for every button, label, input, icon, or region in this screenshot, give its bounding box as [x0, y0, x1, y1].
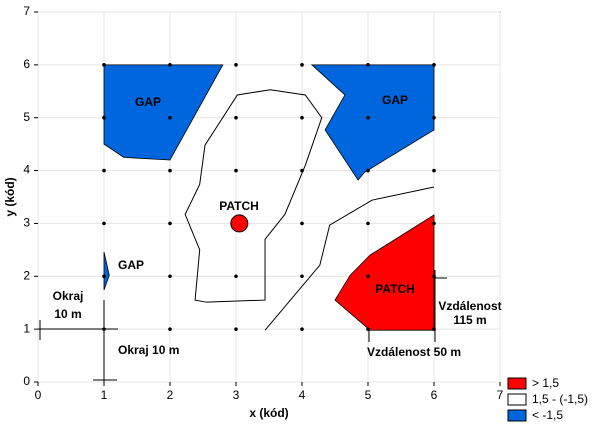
grid-point: [366, 327, 370, 331]
grid-point: [168, 221, 172, 226]
grid-point: [234, 327, 238, 331]
annotation: Vzdálenost: [438, 299, 501, 313]
x-tick-label: 3: [233, 388, 240, 402]
grid-point: [432, 115, 436, 120]
grid-point: [366, 221, 370, 226]
legend-label: < -1,5: [532, 408, 563, 422]
contour-line: [184, 89, 323, 303]
y-tick-label: 7: [23, 4, 30, 18]
grid-point: [102, 327, 106, 331]
annotation: GAP: [118, 258, 144, 272]
grid-point: [102, 168, 106, 173]
grid-point: [432, 327, 436, 331]
x-axis-label: x (kód): [249, 406, 288, 420]
grid-point: [366, 274, 370, 279]
grid-point: [102, 115, 106, 120]
x-tick-label: 4: [299, 388, 306, 402]
grid-point: [234, 63, 238, 67]
y-tick-label: 2: [23, 268, 30, 282]
contour-region: [310, 64, 435, 181]
annotation: PATCH: [219, 199, 259, 213]
grid-point: [102, 63, 106, 67]
annotation: 115 m: [453, 313, 486, 327]
contour-region: [103, 251, 110, 291]
grid-point: [234, 115, 238, 120]
y-tick-label: 1: [23, 321, 30, 335]
x-tick-label: 1: [101, 388, 108, 402]
grid-point: [300, 115, 304, 120]
legend-swatch: [507, 377, 527, 390]
grid-point: [168, 327, 172, 331]
x-tick-label: 2: [167, 388, 174, 402]
grid-point: [168, 274, 172, 279]
contour-region: [334, 214, 435, 331]
grid-point: [168, 63, 172, 67]
y-axis-label: y (kód): [3, 177, 17, 216]
legend-swatch: [507, 393, 527, 406]
grid-point: [300, 327, 304, 331]
x-tick-label: 5: [365, 388, 372, 402]
patch-marker: [230, 214, 249, 233]
annotation: 10 m: [54, 307, 81, 321]
grid-point: [432, 168, 436, 173]
grid-point: [366, 115, 370, 120]
grid-point: [234, 274, 238, 279]
grid-point: [366, 168, 370, 173]
annotation: Okraj 10 m: [118, 343, 179, 357]
grid-point: [432, 274, 436, 279]
contour-line: [264, 186, 435, 331]
grid-point: [300, 274, 304, 279]
grid-point: [234, 168, 238, 173]
y-tick-label: 0: [23, 374, 30, 388]
grid-point: [300, 168, 304, 173]
annotation: Vzdálenost 50 m: [367, 345, 461, 359]
annotation: GAP: [135, 95, 161, 109]
legend-label: > 1,5: [532, 376, 559, 390]
x-tick-label: 0: [35, 388, 42, 402]
legend-label: 1,5 - (-1,5): [532, 392, 588, 406]
grid-point: [300, 221, 304, 226]
grid-point: [432, 63, 436, 67]
annotation: Okraj: [53, 289, 84, 303]
contour-region: [103, 64, 224, 161]
y-tick-label: 5: [23, 110, 30, 124]
grid-point: [168, 115, 172, 120]
annotation: PATCH: [375, 282, 415, 296]
y-tick-label: 4: [23, 163, 30, 177]
grid-point: [168, 168, 172, 173]
annotation: GAP: [382, 93, 408, 107]
y-tick-label: 6: [23, 57, 30, 71]
y-tick-label: 3: [23, 216, 30, 230]
grid-point: [366, 63, 370, 67]
grid-point: [432, 221, 436, 226]
grid-point: [102, 221, 106, 226]
grid-point: [102, 274, 106, 279]
x-tick-label: 6: [431, 388, 438, 402]
legend-swatch: [507, 409, 527, 422]
x-tick-label: 7: [497, 388, 504, 402]
grid-point: [300, 63, 304, 67]
